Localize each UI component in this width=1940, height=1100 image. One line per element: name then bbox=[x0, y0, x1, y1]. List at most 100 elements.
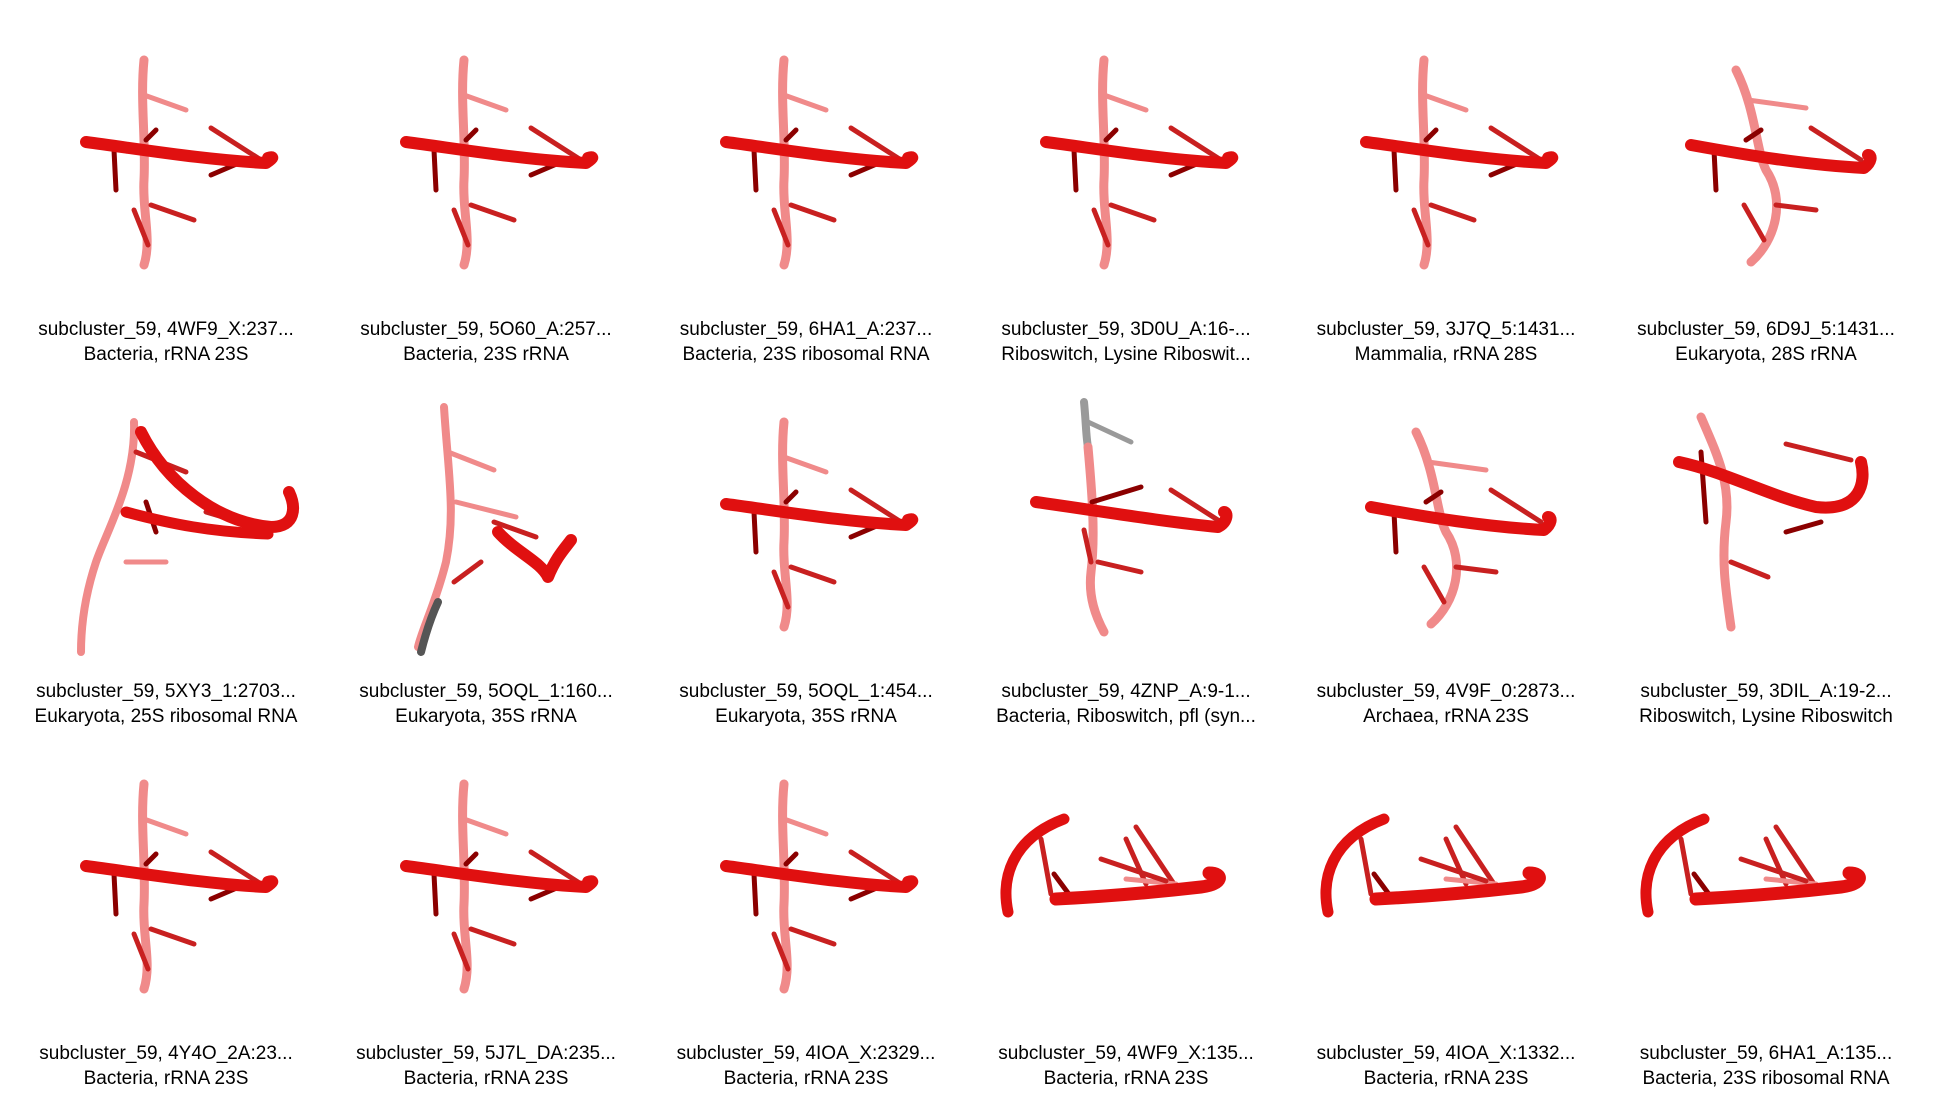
base-stick bbox=[1783, 441, 1854, 463]
base-stick bbox=[111, 871, 119, 917]
base-stick bbox=[771, 207, 791, 248]
base-stick bbox=[1081, 527, 1094, 565]
base-stick bbox=[788, 564, 837, 585]
base-stick bbox=[1728, 559, 1771, 580]
base-stick bbox=[111, 147, 119, 193]
panel-description: Eukaryota, 25S ribosomal RNA bbox=[34, 706, 298, 727]
base-stick bbox=[771, 569, 791, 610]
backbone-strand-grey bbox=[1080, 398, 1092, 451]
base-stick bbox=[1453, 824, 1499, 890]
panel-label: subcluster_59, 5J7L_DA:235... bbox=[356, 1043, 616, 1064]
structure-panel: subcluster_59, 4IOA_X:2329... Bacteria, r… bbox=[646, 724, 966, 1089]
structure-panel: subcluster_59, 5O60_A:257... Bacteria, 23… bbox=[326, 0, 646, 365]
panel-description: Mammalia, rRNA 28S bbox=[1354, 344, 1538, 365]
rna-structure-render bbox=[1030, 398, 1233, 637]
panel-label: subcluster_59, 4IOA_X:1332... bbox=[1316, 1043, 1576, 1064]
base-stick bbox=[528, 849, 584, 887]
base-stick bbox=[1488, 125, 1544, 163]
base-stick bbox=[1421, 92, 1469, 113]
rna-structure-render bbox=[400, 55, 599, 270]
panel-description: Bacteria, rRNA 23S bbox=[1363, 1068, 1529, 1089]
panel-description: Eukaryota, 28S rRNA bbox=[1675, 344, 1857, 365]
base-stick bbox=[1089, 484, 1144, 505]
rna-structure-render bbox=[1000, 813, 1226, 918]
base-stick bbox=[453, 499, 519, 520]
base-stick bbox=[1423, 127, 1439, 143]
panel-description: Bacteria, Riboswitch, pfl (syn... bbox=[996, 706, 1256, 727]
panel-description: Bacteria, 23S rRNA bbox=[403, 344, 569, 365]
base-stick bbox=[1745, 97, 1809, 111]
base-stick bbox=[445, 449, 497, 473]
backbone-strand bbox=[135, 426, 299, 533]
base-stick bbox=[1738, 856, 1809, 884]
backbone-strand bbox=[1365, 501, 1557, 536]
base-stick bbox=[468, 202, 517, 223]
backbone-strand bbox=[1369, 866, 1546, 906]
panel-label: subcluster_59, 6HA1_A:237... bbox=[679, 319, 933, 340]
rna-structure-render bbox=[1685, 65, 1877, 267]
backbone-strand bbox=[1049, 866, 1226, 906]
base-stick bbox=[1453, 564, 1499, 575]
backbone-strand bbox=[1030, 496, 1233, 533]
base-stick bbox=[1391, 147, 1399, 193]
base-stick bbox=[788, 926, 837, 947]
structure-panel: subcluster_59, 3J7Q_5:1431... Mammalia, r… bbox=[1286, 0, 1606, 365]
base-stick bbox=[451, 931, 471, 972]
base-stick bbox=[1428, 202, 1477, 223]
base-stick bbox=[461, 92, 509, 113]
base-stick bbox=[208, 125, 264, 163]
base-stick bbox=[1743, 127, 1764, 143]
rna-structure-render bbox=[1673, 412, 1869, 632]
base-stick bbox=[1391, 509, 1399, 555]
base-stick bbox=[1358, 836, 1374, 897]
structure-panel: subcluster_59, 6HA1_A:237... Bacteria, 23… bbox=[646, 0, 966, 365]
base-stick bbox=[451, 559, 484, 585]
base-stick bbox=[1443, 876, 1499, 887]
panel-description: Eukaryota, 35S rRNA bbox=[715, 706, 897, 727]
base-stick bbox=[1418, 856, 1489, 884]
backbone-strand bbox=[720, 860, 919, 893]
base-stick bbox=[1071, 147, 1079, 193]
base-stick bbox=[463, 127, 479, 143]
base-stick bbox=[1085, 419, 1134, 445]
structure-panel: subcluster_59, 4V9F_0:2873... Archaea, rR… bbox=[1286, 362, 1606, 727]
base-stick bbox=[491, 519, 539, 540]
base-stick bbox=[463, 851, 479, 867]
base-stick bbox=[1095, 559, 1144, 575]
panel-description: Bacteria, rRNA 23S bbox=[1043, 1068, 1209, 1089]
panel-label: subcluster_59, 4WF9_X:237... bbox=[38, 319, 294, 340]
structure-panel: subcluster_59, 3D0U_A:16-... Riboswitch, … bbox=[966, 0, 1286, 365]
structure-panel: subcluster_59, 6D9J_5:1431... Eukaryota, … bbox=[1606, 0, 1926, 365]
base-stick bbox=[1808, 125, 1864, 163]
panel-label: subcluster_59, 3DIL_A:19-2... bbox=[1640, 681, 1892, 702]
backbone-strand bbox=[720, 498, 919, 531]
panel-label: subcluster_59, 4ZNP_A:9-1... bbox=[1001, 681, 1251, 702]
base-stick bbox=[781, 92, 829, 113]
base-stick bbox=[1108, 202, 1157, 223]
panel-description: Bacteria, 23S ribosomal RNA bbox=[682, 344, 930, 365]
rna-structure-render bbox=[1640, 813, 1866, 918]
structure-panel: subcluster_59, 4ZNP_A:9-1... Bacteria, Ri… bbox=[966, 362, 1286, 727]
structure-panel: subcluster_59, 5XY3_1:2703... Eukaryota, … bbox=[6, 362, 326, 727]
rna-structure-render bbox=[77, 418, 299, 656]
rna-structure-render bbox=[1040, 55, 1239, 270]
backbone-strand bbox=[1673, 456, 1869, 514]
panel-description: Bacteria, rRNA 23S bbox=[83, 1068, 249, 1089]
backbone-strand bbox=[1689, 866, 1866, 906]
rna-structure-render bbox=[720, 417, 919, 632]
base-stick bbox=[1488, 487, 1544, 525]
base-stick bbox=[848, 849, 904, 887]
panel-label: subcluster_59, 4WF9_X:135... bbox=[998, 1043, 1254, 1064]
base-stick bbox=[141, 816, 189, 837]
base-stick bbox=[208, 849, 264, 887]
base-stick bbox=[468, 926, 517, 947]
panel-label: subcluster_59, 5OQL_1:160... bbox=[359, 681, 613, 702]
base-stick bbox=[1133, 824, 1179, 890]
panel-description: Bacteria, rRNA 23S bbox=[83, 344, 249, 365]
panel-label: subcluster_59, 4IOA_X:2329... bbox=[676, 1043, 936, 1064]
rna-structure-render bbox=[414, 403, 577, 656]
base-stick bbox=[1038, 836, 1054, 897]
base-stick bbox=[1773, 824, 1819, 890]
backbone-strand bbox=[1040, 136, 1239, 169]
base-stick bbox=[143, 127, 159, 143]
